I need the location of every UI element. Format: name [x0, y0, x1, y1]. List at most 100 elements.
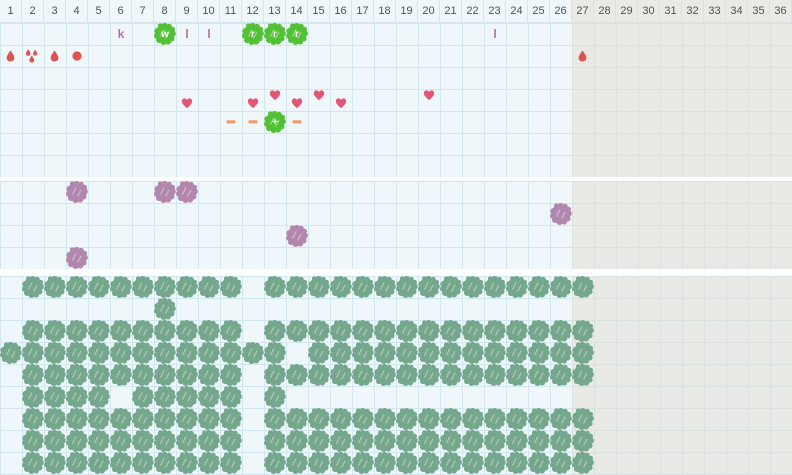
plant-blob[interactable]: [153, 341, 177, 365]
labeled-plant-blob[interactable]: +: [263, 110, 287, 134]
plant-blob[interactable]: [439, 363, 463, 387]
plant-blob[interactable]: [219, 319, 243, 343]
plant-blob[interactable]: [263, 407, 287, 431]
purple-plant-blob[interactable]: [65, 180, 89, 204]
letter-glyph[interactable]: l: [185, 27, 189, 41]
dot-icon[interactable]: [72, 51, 82, 61]
plant-blob[interactable]: [395, 363, 419, 387]
plant-blob[interactable]: [527, 363, 551, 387]
plant-blob[interactable]: [307, 451, 331, 475]
plant-blob[interactable]: [175, 451, 199, 475]
plant-blob[interactable]: [153, 451, 177, 475]
plant-blob[interactable]: [571, 319, 595, 343]
plant-blob[interactable]: [461, 341, 485, 365]
plant-blob[interactable]: [417, 363, 441, 387]
plant-blob[interactable]: [87, 319, 111, 343]
plant-blob[interactable]: [43, 275, 67, 299]
plant-blob[interactable]: [175, 429, 199, 453]
plant-blob[interactable]: [571, 275, 595, 299]
dash-icon[interactable]: [226, 120, 236, 124]
plant-blob[interactable]: [241, 341, 265, 365]
plant-blob[interactable]: [21, 407, 45, 431]
plant-blob[interactable]: [109, 429, 133, 453]
plant-blob[interactable]: [373, 429, 397, 453]
plant-blob[interactable]: [373, 451, 397, 475]
section-bottom[interactable]: [0, 276, 792, 475]
plant-blob[interactable]: [351, 275, 375, 299]
plant-blob[interactable]: [87, 407, 111, 431]
plant-blob[interactable]: [505, 319, 529, 343]
plant-blob[interactable]: [527, 407, 551, 431]
purple-plant-blob[interactable]: [549, 202, 573, 226]
plant-blob[interactable]: [175, 319, 199, 343]
plant-blob[interactable]: [197, 341, 221, 365]
plant-blob[interactable]: [131, 341, 155, 365]
plant-blob[interactable]: [417, 341, 441, 365]
plant-blob[interactable]: [43, 363, 67, 387]
plant-blob[interactable]: [43, 407, 67, 431]
dash-icon[interactable]: [292, 120, 302, 124]
plant-blob[interactable]: [373, 407, 397, 431]
plant-blob[interactable]: [219, 407, 243, 431]
plant-blob[interactable]: [263, 341, 287, 365]
letter-glyph[interactable]: k: [117, 27, 125, 41]
letter-glyph[interactable]: l: [207, 27, 211, 41]
plant-blob[interactable]: [329, 341, 353, 365]
labeled-plant-blob[interactable]: r: [263, 22, 287, 46]
plant-blob[interactable]: [21, 363, 45, 387]
heart-icon[interactable]: [269, 90, 281, 101]
plant-blob[interactable]: [549, 429, 573, 453]
plant-blob[interactable]: [153, 407, 177, 431]
plant-blob[interactable]: [43, 451, 67, 475]
plant-blob[interactable]: [461, 429, 485, 453]
plant-blob[interactable]: [483, 275, 507, 299]
plant-blob[interactable]: [43, 341, 67, 365]
water-drops-icon[interactable]: [25, 49, 40, 63]
purple-plant-blob[interactable]: [175, 180, 199, 204]
plant-blob[interactable]: [329, 275, 353, 299]
plant-blob[interactable]: [483, 451, 507, 475]
water-drop-icon[interactable]: [6, 50, 15, 62]
plant-blob[interactable]: [175, 341, 199, 365]
plant-blob[interactable]: [373, 363, 397, 387]
plant-blob[interactable]: [527, 429, 551, 453]
plant-blob[interactable]: [197, 363, 221, 387]
labeled-plant-blob[interactable]: r: [285, 22, 309, 46]
plant-blob[interactable]: [527, 319, 551, 343]
plant-blob[interactable]: [373, 275, 397, 299]
plant-blob[interactable]: [307, 275, 331, 299]
plant-blob[interactable]: [505, 429, 529, 453]
plant-blob[interactable]: [65, 451, 89, 475]
plant-blob[interactable]: [439, 341, 463, 365]
plant-blob[interactable]: [87, 385, 111, 409]
plant-blob[interactable]: [285, 451, 309, 475]
plant-blob[interactable]: [263, 385, 287, 409]
plant-blob[interactable]: [351, 319, 375, 343]
plant-blob[interactable]: [87, 451, 111, 475]
plant-blob[interactable]: [373, 319, 397, 343]
plant-blob[interactable]: [461, 451, 485, 475]
plant-blob[interactable]: [87, 429, 111, 453]
plant-blob[interactable]: [131, 451, 155, 475]
plant-blob[interactable]: [483, 363, 507, 387]
plant-blob[interactable]: [219, 341, 243, 365]
plant-blob[interactable]: [43, 429, 67, 453]
plant-blob[interactable]: [21, 451, 45, 475]
plant-blob[interactable]: [131, 429, 155, 453]
plant-blob[interactable]: [329, 319, 353, 343]
plant-blob[interactable]: [21, 341, 45, 365]
water-drop-icon[interactable]: [578, 50, 587, 62]
plant-blob[interactable]: [417, 275, 441, 299]
plant-blob[interactable]: [197, 407, 221, 431]
plant-blob[interactable]: [439, 319, 463, 343]
plant-blob[interactable]: [483, 407, 507, 431]
plant-blob[interactable]: [505, 363, 529, 387]
plant-blob[interactable]: [219, 451, 243, 475]
plant-blob[interactable]: [395, 319, 419, 343]
plant-blob[interactable]: [307, 429, 331, 453]
plant-blob[interactable]: [461, 363, 485, 387]
plant-blob[interactable]: [65, 407, 89, 431]
plant-blob[interactable]: [109, 275, 133, 299]
plant-blob[interactable]: [307, 319, 331, 343]
plant-blob[interactable]: [285, 363, 309, 387]
